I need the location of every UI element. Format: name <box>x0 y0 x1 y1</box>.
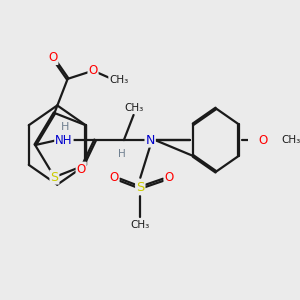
Text: CH₃: CH₃ <box>131 220 150 230</box>
Text: S: S <box>50 171 59 184</box>
Text: H: H <box>118 149 125 159</box>
Text: O: O <box>48 51 58 64</box>
Text: O: O <box>76 163 86 176</box>
Text: CH₃: CH₃ <box>124 103 143 113</box>
Text: O: O <box>258 134 267 147</box>
Text: O: O <box>110 171 118 184</box>
Text: S: S <box>136 181 145 194</box>
Text: NH: NH <box>55 134 73 147</box>
Text: CH₃: CH₃ <box>282 135 300 145</box>
Text: O: O <box>88 64 98 77</box>
Text: CH₃: CH₃ <box>109 75 128 85</box>
Text: O: O <box>164 171 174 184</box>
Text: H: H <box>61 122 69 132</box>
Text: N: N <box>146 134 155 147</box>
